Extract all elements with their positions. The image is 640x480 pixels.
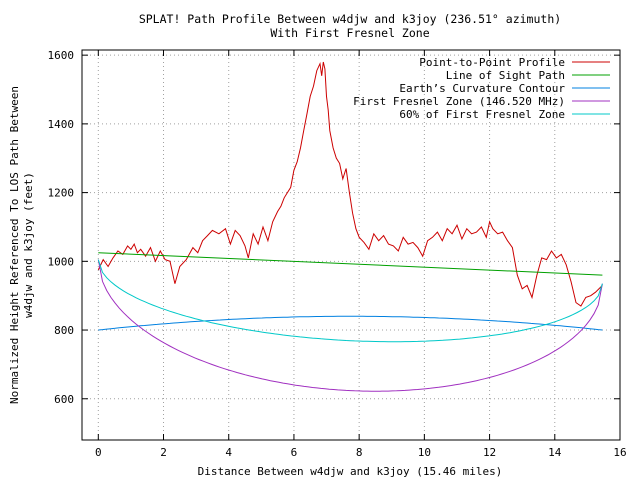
y-tick-label: 600 — [54, 393, 74, 406]
x-tick-label: 6 — [291, 446, 298, 459]
y-tick-label: 800 — [54, 324, 74, 337]
x-tick-label: 14 — [548, 446, 562, 459]
series-line-2 — [98, 315, 603, 331]
series-line-3 — [97, 259, 603, 392]
axis-ticks: 0 2 4 6 8 10 12 14 16 600 800 1000 1200 1400 1600 — [48, 49, 627, 459]
chart-header: SPLAT! Path Profile Between w4djw and k3… — [139, 12, 561, 40]
legend-label: Point-to-Point Profile — [419, 56, 565, 69]
x-tick-label: 10 — [418, 446, 431, 459]
series-line-0 — [97, 61, 603, 307]
chart-title: SPLAT! Path Profile Between w4djw and k3… — [139, 12, 561, 26]
x-tick-label: 0 — [95, 446, 102, 459]
plot-frame — [81, 49, 621, 441]
x-tick-label: 12 — [483, 446, 496, 459]
series-line-4 — [97, 259, 603, 343]
y-tick-label: 1400 — [48, 118, 75, 131]
series-line-1 — [98, 252, 603, 276]
x-tick-label: 4 — [225, 446, 232, 459]
x-tick-label: 16 — [613, 446, 626, 459]
grid-lines — [82, 50, 620, 440]
y-tick-label: 1600 — [48, 49, 75, 62]
x-tick-label: 2 — [160, 446, 167, 459]
y-axis-label: Normalized Height Referenced To LOS Path… — [8, 86, 21, 404]
y-tick-label: 1000 — [48, 255, 75, 268]
legend-label: First Fresnel Zone (146.520 MHz) — [353, 95, 565, 108]
legend-label: Line of Sight Path — [446, 69, 565, 82]
x-tick-label: 8 — [356, 446, 363, 459]
legend-label: Earth’s Curvature Contour — [399, 82, 565, 95]
chart-subtitle: With First Fresnel Zone — [270, 26, 429, 40]
legend-label: 60% of First Fresnel Zone — [399, 108, 565, 121]
plot-series — [97, 61, 603, 392]
y-tick-label: 1200 — [48, 187, 75, 200]
x-axis-label: Distance Between w4djw and k3joy (15.46 … — [198, 465, 503, 478]
axis-titles: Distance Between w4djw and k3joy (15.46 … — [8, 86, 502, 478]
y-axis-label-line2: w4djw and k3joy (feet) — [22, 172, 35, 318]
